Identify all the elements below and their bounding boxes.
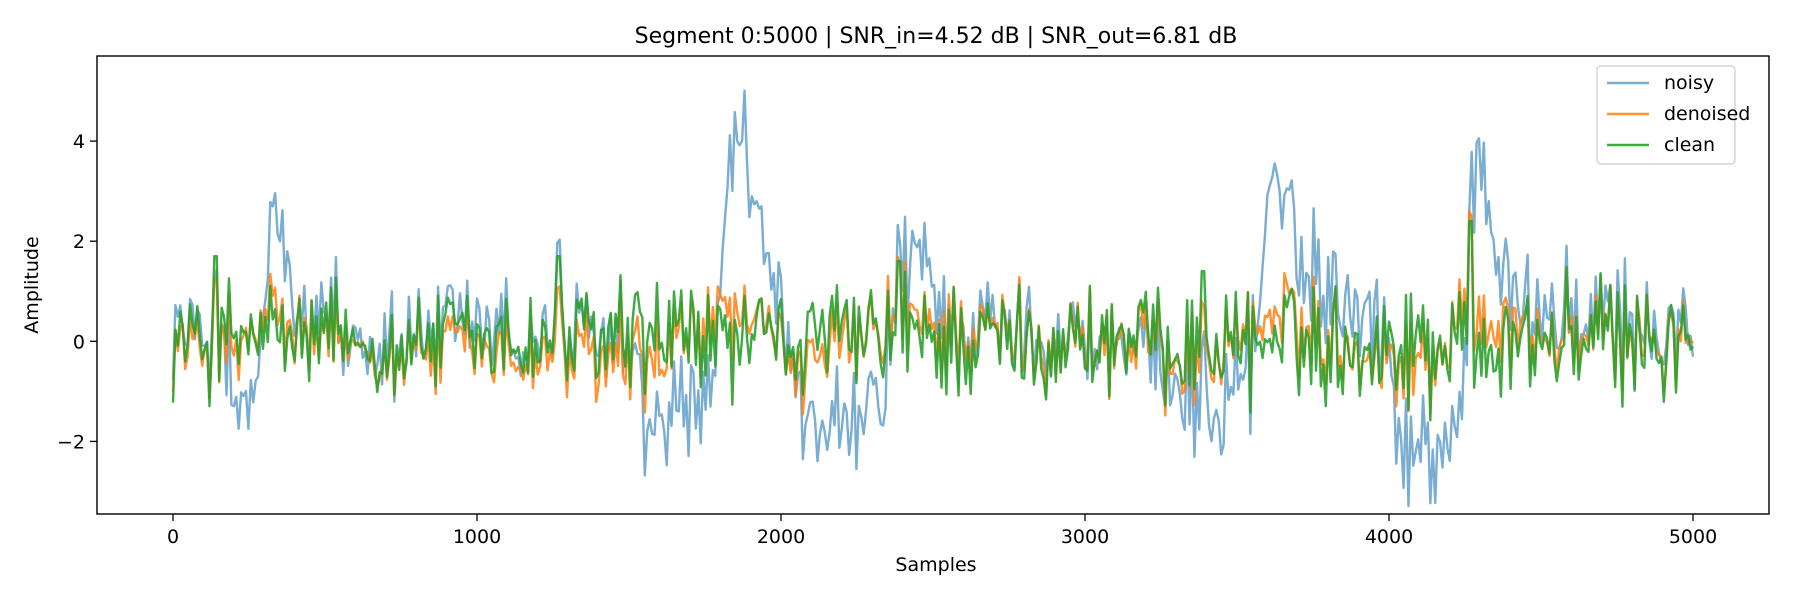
x-axis-label: Samples	[895, 554, 976, 576]
series-line-clean	[171, 219, 1694, 422]
legend-label-denoised: denoised	[1664, 103, 1750, 125]
plot-area	[96, 55, 1770, 515]
y-tick-label: 2	[73, 231, 85, 253]
chart-title: Segment 0:5000 | SNR_in=4.52 dB | SNR_ou…	[635, 24, 1238, 49]
x-tick-label: 0	[167, 526, 179, 548]
legend-frame	[1596, 65, 1736, 165]
series-layer	[171, 89, 1695, 508]
x-tick-label: 3000	[1061, 526, 1109, 548]
y-axis: −2 0 2 4	[57, 131, 97, 453]
legend-label-clean: clean	[1664, 134, 1715, 156]
y-tick-label: 0	[73, 331, 85, 353]
legend-label-noisy: noisy	[1664, 72, 1714, 94]
y-tick-label: −2	[57, 431, 85, 453]
y-axis-label: Amplitude	[21, 236, 43, 333]
x-tick-label: 2000	[757, 526, 805, 548]
x-axis: 0 1000 2000 3000 4000 5000	[167, 514, 1717, 548]
x-tick-label: 1000	[453, 526, 501, 548]
plot-frame	[96, 55, 1770, 515]
y-tick-label: 4	[73, 131, 85, 153]
legend: noisy denoised clean	[1596, 65, 1750, 165]
x-tick-label: 4000	[1365, 526, 1413, 548]
x-tick-label: 5000	[1669, 526, 1717, 548]
